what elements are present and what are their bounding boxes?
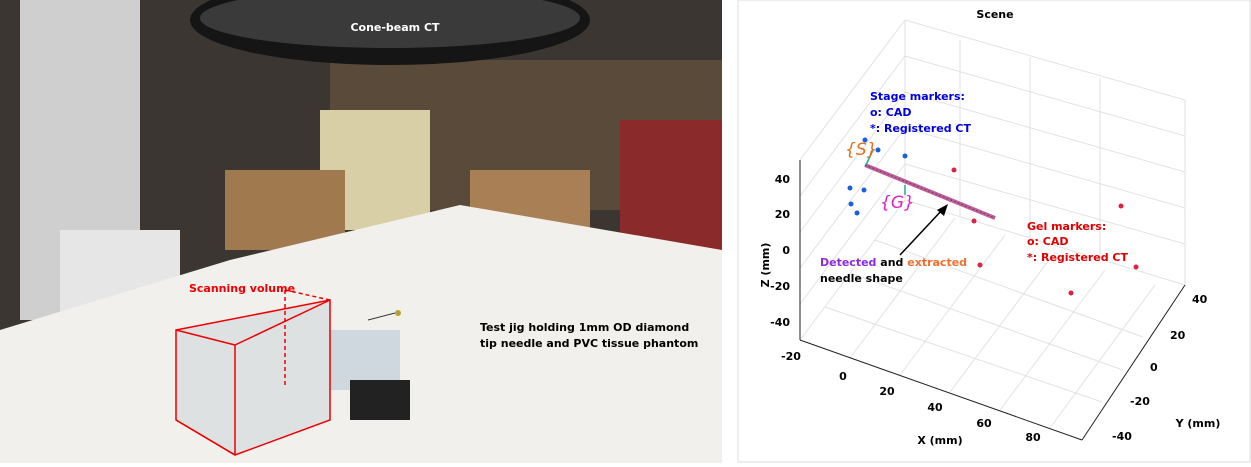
tick-label: -20 [781,350,801,363]
annotation: Gel markers: [1027,220,1106,233]
annotation: extracted [907,256,967,269]
frame-label: {S} [845,140,877,160]
tick-label: -40 [1112,430,1132,443]
tick-label: 40 [775,173,791,186]
plot: Scene Z (mm) X (mm) Y (mm) 40200-20-40-2… [738,0,1250,462]
page: Cone-beam CT Scanning volume Test jig ho… [0,0,1251,463]
x-axis-label: X (mm) [917,434,962,447]
tick-label: -20 [1130,395,1150,408]
tick-label: 60 [976,417,992,430]
jig-label: Test jig holding 1mm OD diamond [480,321,689,334]
annotation: Stage markers: [870,90,965,103]
tick-label: 0 [1150,361,1158,374]
annotation: o: CAD [870,106,912,119]
tick-label: -20 [770,280,790,293]
tick-label: 20 [1170,329,1186,342]
frame-label: {G} [880,193,915,213]
annotation: *: Registered CT [1027,251,1128,264]
tick-label: 40 [1192,293,1208,306]
tick-label: 40 [927,401,943,414]
tick-label: 20 [775,208,791,221]
needle-annotation: Detected and extracted [820,256,967,269]
annotation: o: CAD [1027,235,1069,248]
y-axis-label: Y (mm) [1175,417,1221,430]
tick-label: 0 [782,244,790,257]
tick-label: 80 [1025,431,1041,444]
figure: Cone-beam CT Scanning volume Test jig ho… [0,0,1251,463]
tick-label: -40 [770,316,790,329]
tick-label: 20 [879,385,895,398]
annotation: and [880,256,903,269]
plot-title: Scene [976,8,1013,21]
ct-label: Cone-beam CT [350,21,440,34]
jig-label: tip needle and PVC tissue phantom [480,337,698,350]
volume-label: Scanning volume [189,282,295,295]
tick-label: 0 [839,370,847,383]
annotation: needle shape [820,272,903,285]
annotation: Detected [820,256,876,269]
annotation: *: Registered CT [870,122,971,135]
photo: Cone-beam CT Scanning volume Test jig ho… [0,0,722,463]
